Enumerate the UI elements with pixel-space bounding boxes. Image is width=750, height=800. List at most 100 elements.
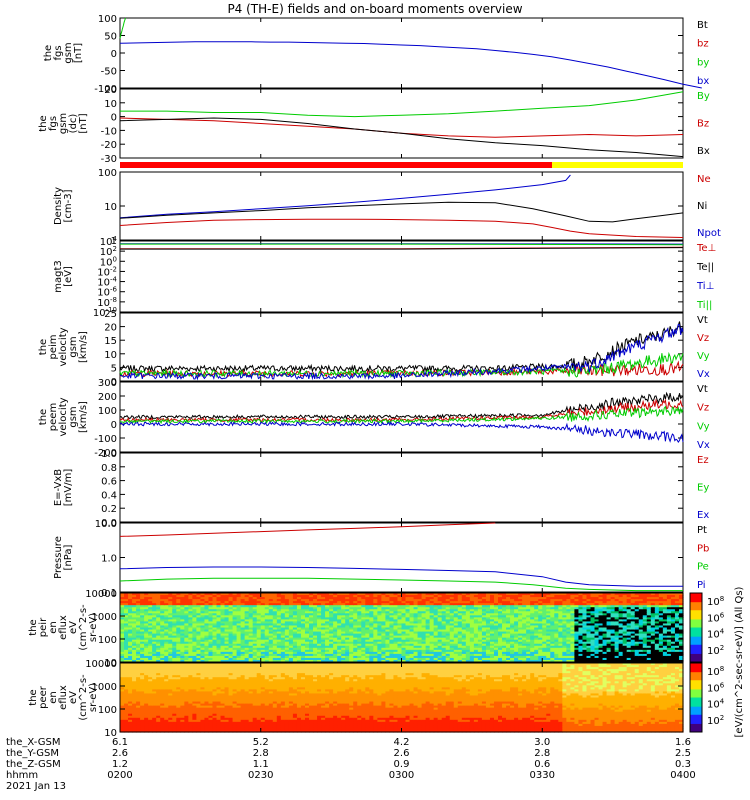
spectrogram-cell [558, 601, 563, 604]
spectrogram-cell [518, 643, 523, 647]
spectrogram-cell [313, 653, 318, 657]
spectrogram-cell [256, 619, 262, 623]
spectrogram-cell [196, 595, 202, 598]
spectrogram-cell [361, 631, 366, 635]
spectrogram-cell [341, 623, 346, 627]
spectrogram-cell [300, 613, 306, 616]
spectrogram-cell [296, 643, 302, 647]
spectrogram-cell [393, 653, 399, 657]
spectrogram-cell [389, 621, 395, 625]
spectrogram-cell [481, 615, 487, 618]
spectrogram-cell [477, 637, 483, 641]
spectrogram-cell [172, 657, 177, 661]
spectrogram-cell [650, 645, 656, 649]
spectrogram-cell [445, 625, 451, 629]
spectrogram-cell [317, 639, 322, 643]
spectrogram-cell [304, 599, 310, 602]
spectrogram-cell [622, 631, 628, 635]
spectrogram-cell [654, 651, 660, 655]
spectrogram-cell [329, 651, 334, 655]
spectrogram-cell [538, 593, 543, 596]
spectrogram-cell [176, 633, 181, 637]
spectrogram-cell [453, 605, 459, 608]
spectrogram-cell [598, 609, 604, 612]
spectrogram-cell [280, 595, 286, 598]
spectrogram-cell [477, 629, 483, 633]
spectrogram-cell [510, 617, 515, 620]
spectrogram-cell [220, 619, 226, 623]
spectrogram-cell [164, 597, 169, 600]
spectrogram-cell [304, 633, 310, 637]
spectrogram-cell [502, 625, 507, 629]
spectrogram-cell [284, 625, 290, 629]
spectrogram-cell [469, 657, 475, 661]
series-Vt [119, 321, 684, 374]
spectrogram-cell [248, 647, 254, 651]
spectrogram-cell [586, 641, 592, 645]
spectrogram-cell [602, 627, 608, 631]
spectrogram-cell [502, 645, 507, 649]
y-tick-label: 10-4 [97, 276, 117, 289]
y-tick-label: 50 [104, 32, 117, 43]
spectrogram-cell [409, 641, 415, 645]
spectrogram-cell [260, 599, 266, 602]
spectrogram-cell [542, 647, 547, 651]
spectrogram-cell [276, 597, 282, 600]
spectrogram-cell [570, 653, 576, 657]
spectrogram-cell [236, 645, 242, 649]
spectrogram-cell [276, 621, 282, 625]
spectrogram-cell [634, 611, 640, 614]
spectrogram-cell [449, 645, 455, 649]
spectrogram-cell [441, 633, 447, 637]
spectrogram-cell [518, 625, 523, 629]
series-By [120, 91, 684, 118]
y-axis-label: gsm [58, 113, 69, 134]
spectrogram-cell [309, 615, 314, 618]
spectrogram-cell [546, 615, 551, 618]
spectrogram-cell [304, 597, 310, 600]
spectrogram-cell [670, 605, 676, 608]
y-axis-label: Density [53, 187, 64, 225]
spectrogram-cell [180, 613, 185, 616]
spectrogram-cell [421, 621, 427, 625]
spectrogram-cell [168, 643, 173, 647]
spectrogram-cell [610, 633, 616, 637]
spectrogram-cell [313, 611, 318, 614]
spectrogram-cell [140, 623, 145, 627]
spectrogram-cell [534, 633, 539, 637]
spectrogram-cell [405, 635, 411, 639]
spectrogram-cell [514, 621, 519, 625]
spectrogram-cell [188, 627, 193, 631]
spectrogram-cell [598, 613, 604, 616]
spectrogram-cell [260, 625, 266, 629]
spectrogram-cell [574, 653, 580, 657]
spectrogram-cell [642, 625, 648, 629]
spectrogram-cell [401, 593, 407, 596]
spectrogram-cell [292, 605, 298, 608]
spectrogram-cell [666, 645, 672, 649]
spectrogram-cell [144, 637, 149, 641]
spectrogram-cell [401, 611, 407, 614]
spectrogram-cell [666, 643, 672, 647]
spectrogram-cell [510, 615, 515, 618]
spectrogram-cell [252, 631, 258, 635]
spectrogram-cell [172, 595, 177, 598]
spectrogram-cell [618, 619, 624, 623]
spectrogram-cell [626, 629, 632, 633]
spectrogram-cell [638, 657, 644, 661]
spectrogram-cell [212, 599, 218, 602]
spectrogram-cell [288, 609, 294, 612]
spectrogram-cell [192, 659, 198, 663]
spectrogram-cell [313, 633, 318, 637]
spectrogram-cell [284, 653, 290, 657]
spectrogram-cell [309, 605, 314, 608]
spectrogram-cell [296, 593, 302, 596]
spectrogram-cell [530, 629, 535, 633]
spectrogram-cell [192, 631, 198, 635]
spectrogram-cell [489, 621, 495, 625]
spectrogram-cell [365, 619, 370, 623]
spectrogram-cell [369, 635, 374, 639]
spectrogram-cell [493, 619, 499, 623]
spectrogram-cell [546, 641, 551, 645]
spectrogram-cell [534, 631, 539, 635]
